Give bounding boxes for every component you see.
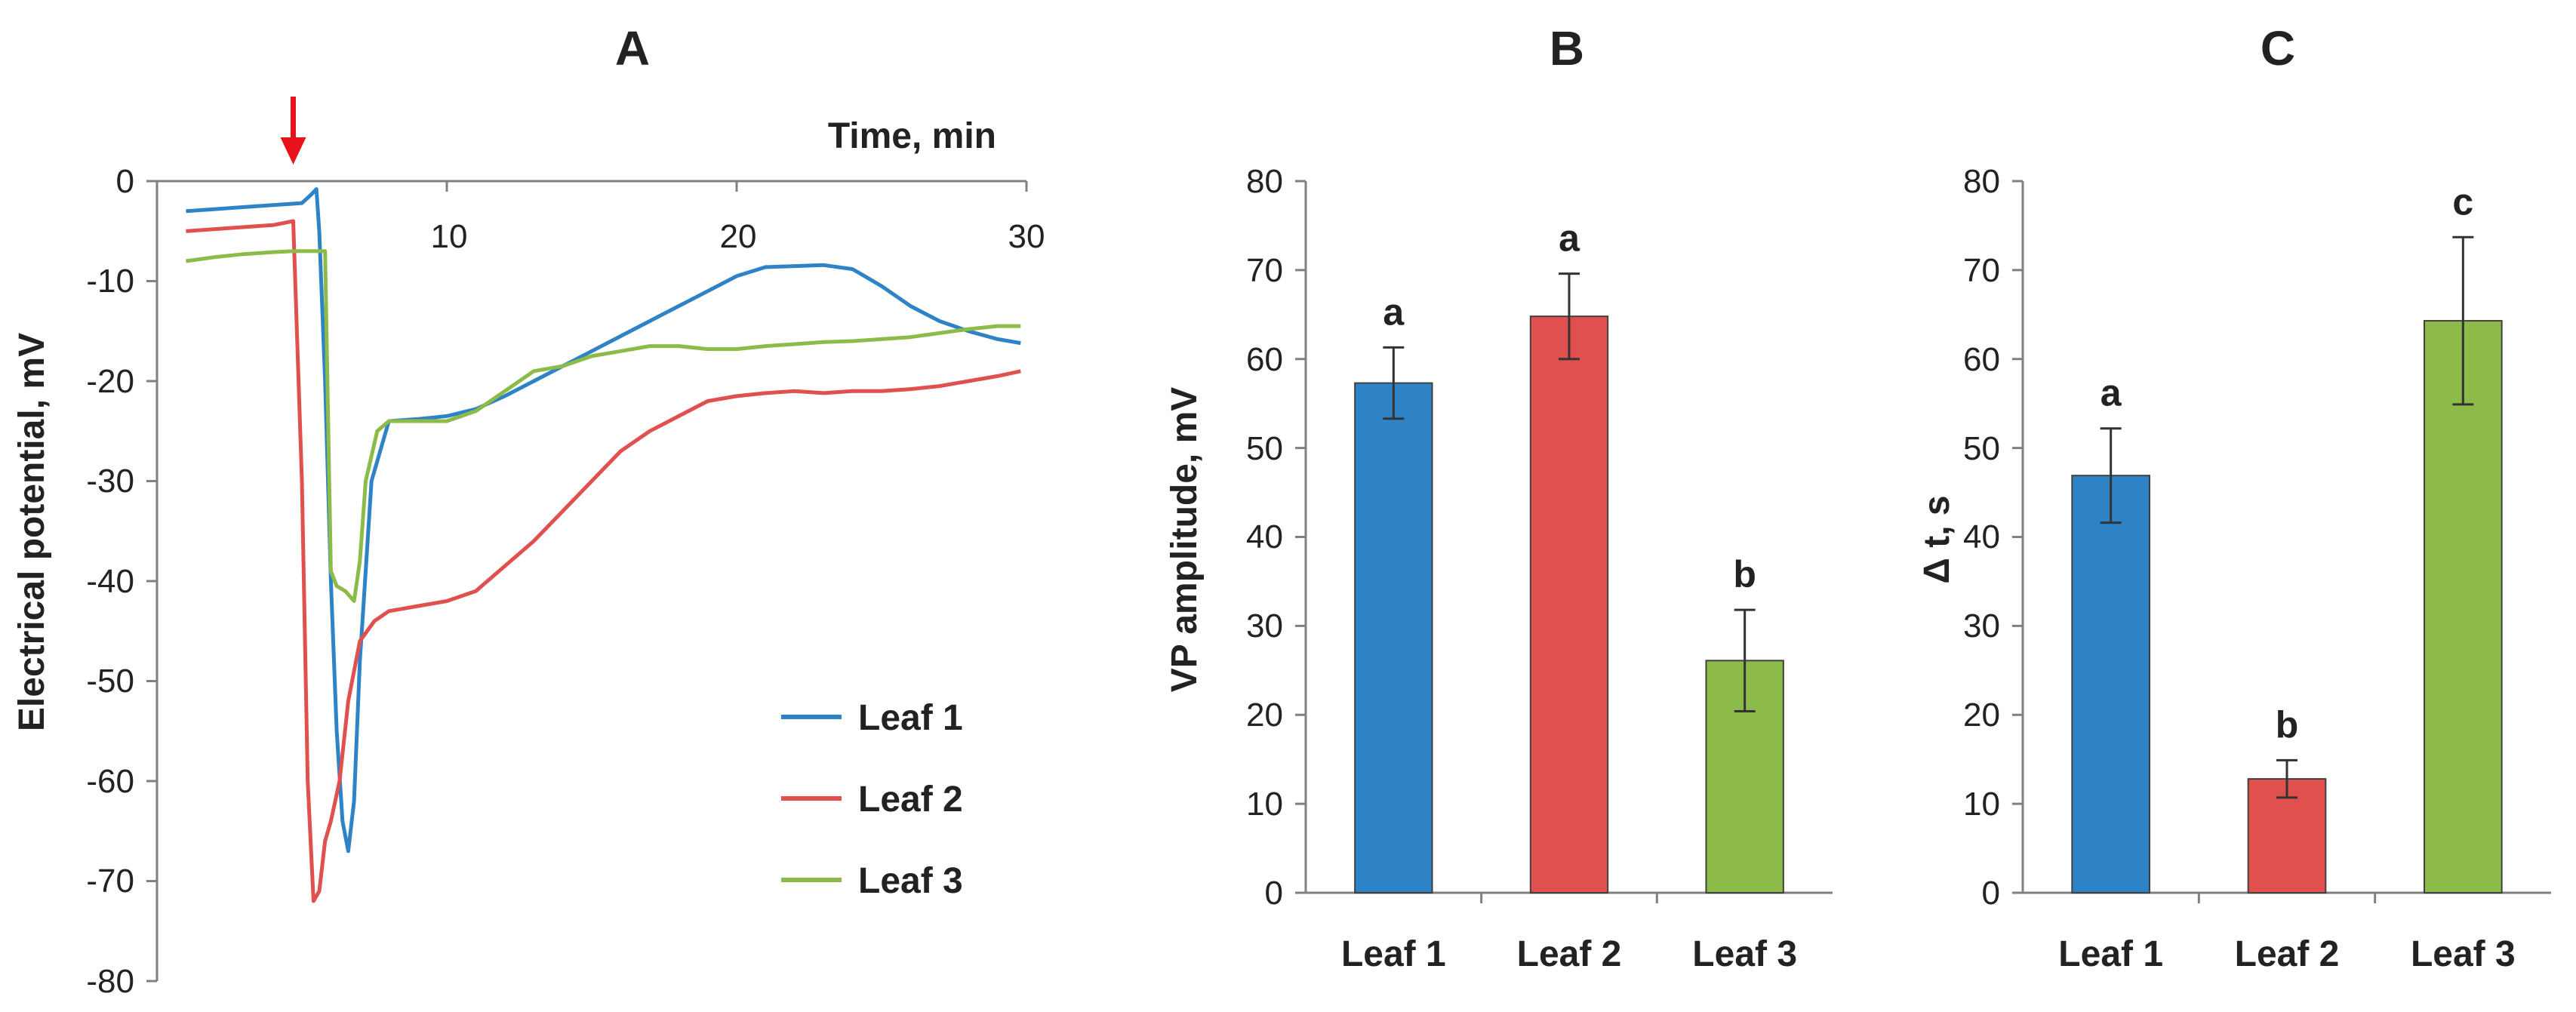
significance-letter-leaf-2: a (1559, 217, 1580, 260)
panel-b-y-tick-50: 50 (1246, 430, 1283, 467)
category-label-leaf-1: Leaf 1 (1341, 934, 1446, 974)
panel-a-y-tick-minus-10: -10 (86, 263, 134, 300)
panel-c-y-axis-label: Δ t, s (1917, 495, 1957, 583)
panel-b: B VP amplitude, mV 0 10 20 30 40 50 60 7… (1165, 21, 1833, 974)
significance-letter-leaf-2: b (2276, 703, 2299, 746)
panel-a-y-tick-minus-30: -30 (86, 463, 134, 500)
stimulus-arrow-icon (280, 97, 306, 165)
panel-a-y-tick-minus-20: -20 (86, 363, 134, 400)
significance-letter-leaf-3: b (1733, 553, 1756, 595)
panel-b-y-tick-30: 30 (1246, 608, 1283, 644)
error-bar-leaf-3 (1734, 608, 1756, 713)
panel-c: C Δ t, s 0 10 20 30 40 50 60 70 80 a b c… (1917, 21, 2551, 974)
significance-letter-leaf-3: c (2452, 180, 2473, 223)
panel-c-y-tick-40: 40 (1963, 518, 2000, 555)
category-label-leaf-2: Leaf 2 (1517, 934, 1622, 974)
panel-c-ticks (2012, 180, 2377, 903)
panel-c-y-tick-50: 50 (1963, 430, 2000, 467)
legend-label-leaf-1: Leaf 1 (858, 698, 963, 738)
panel-c-title: C (2261, 21, 2295, 75)
series-line-leaf-2 (186, 219, 1021, 903)
category-label-leaf-3: Leaf 3 (2411, 934, 2516, 974)
category-label-leaf-3: Leaf 3 (1692, 934, 1797, 974)
series-line-leaf-1 (186, 187, 1021, 854)
category-label-leaf-1: Leaf 1 (2058, 934, 2163, 974)
panel-b-title: B (1550, 21, 1584, 75)
panel-c-y-tick-20: 20 (1963, 697, 2000, 734)
legend-label-leaf-3: Leaf 3 (858, 861, 963, 901)
series-line-leaf-3 (186, 249, 1021, 603)
panel-a: A Time, min Electrical potential, mV 10 … (12, 21, 1045, 1000)
panel-c-y-tick-80: 80 (1963, 163, 2000, 200)
error-bar-leaf-1 (1383, 346, 1405, 420)
panel-a-x-tick-20: 20 (720, 218, 757, 255)
panel-c-y-tick-60: 60 (1963, 341, 2000, 378)
significance-letter-leaf-1: a (2101, 372, 2122, 414)
significance-letter-leaf-1: a (1383, 291, 1405, 333)
panel-b-y-tick-60: 60 (1246, 341, 1283, 378)
panel-c-y-tick-70: 70 (1963, 252, 2000, 289)
panel-a-x-axis-label: Time, min (828, 116, 996, 156)
panel-b-y-tick-40: 40 (1246, 518, 1283, 555)
bar-leaf-3 (2424, 320, 2503, 894)
bar-leaf-2 (1529, 315, 1609, 894)
bar-leaf-1 (2071, 475, 2150, 894)
panel-a-y-axis-label: Electrical potential, mV (12, 333, 52, 731)
panel-c-y-tick-0: 0 (1982, 875, 2000, 912)
panel-a-ticks (146, 180, 1028, 983)
error-bar-leaf-2 (2276, 758, 2297, 799)
panel-b-y-axis-label: VP amplitude, mV (1165, 387, 1205, 693)
panel-a-y-tick-minus-40: -40 (86, 563, 134, 600)
panel-a-y-tick-minus-50: -50 (86, 663, 134, 700)
legend: Leaf 1 Leaf 2 Leaf 3 (781, 698, 963, 901)
error-bar-leaf-2 (1559, 272, 1580, 361)
panel-b-y-tick-70: 70 (1246, 252, 1283, 289)
error-bar-leaf-3 (2452, 235, 2474, 406)
panel-b-y-tick-10: 10 (1246, 786, 1283, 823)
legend-label-leaf-2: Leaf 2 (858, 780, 963, 820)
panel-a-title: A (615, 21, 650, 75)
panel-a-y-tick-minus-70: -70 (86, 863, 134, 900)
panel-b-y-tick-20: 20 (1246, 697, 1283, 734)
error-bar-leaf-1 (2100, 427, 2122, 524)
panel-a-x-tick-10: 10 (431, 218, 468, 255)
panel-a-y-tick-minus-80: -80 (86, 963, 134, 1000)
panel-a-y-tick-minus-60: -60 (86, 763, 134, 800)
bar-leaf-1 (1354, 382, 1433, 894)
panel-a-y-tick-0: 0 (116, 163, 134, 200)
panel-b-ticks (1295, 180, 1658, 903)
panel-b-y-tick-80: 80 (1246, 163, 1283, 200)
panel-a-x-tick-30: 30 (1008, 218, 1045, 255)
panel-c-y-tick-10: 10 (1963, 786, 2000, 823)
panel-c-y-tick-30: 30 (1963, 608, 2000, 644)
category-label-leaf-2: Leaf 2 (2235, 934, 2340, 974)
panel-b-y-tick-0: 0 (1265, 875, 1283, 912)
